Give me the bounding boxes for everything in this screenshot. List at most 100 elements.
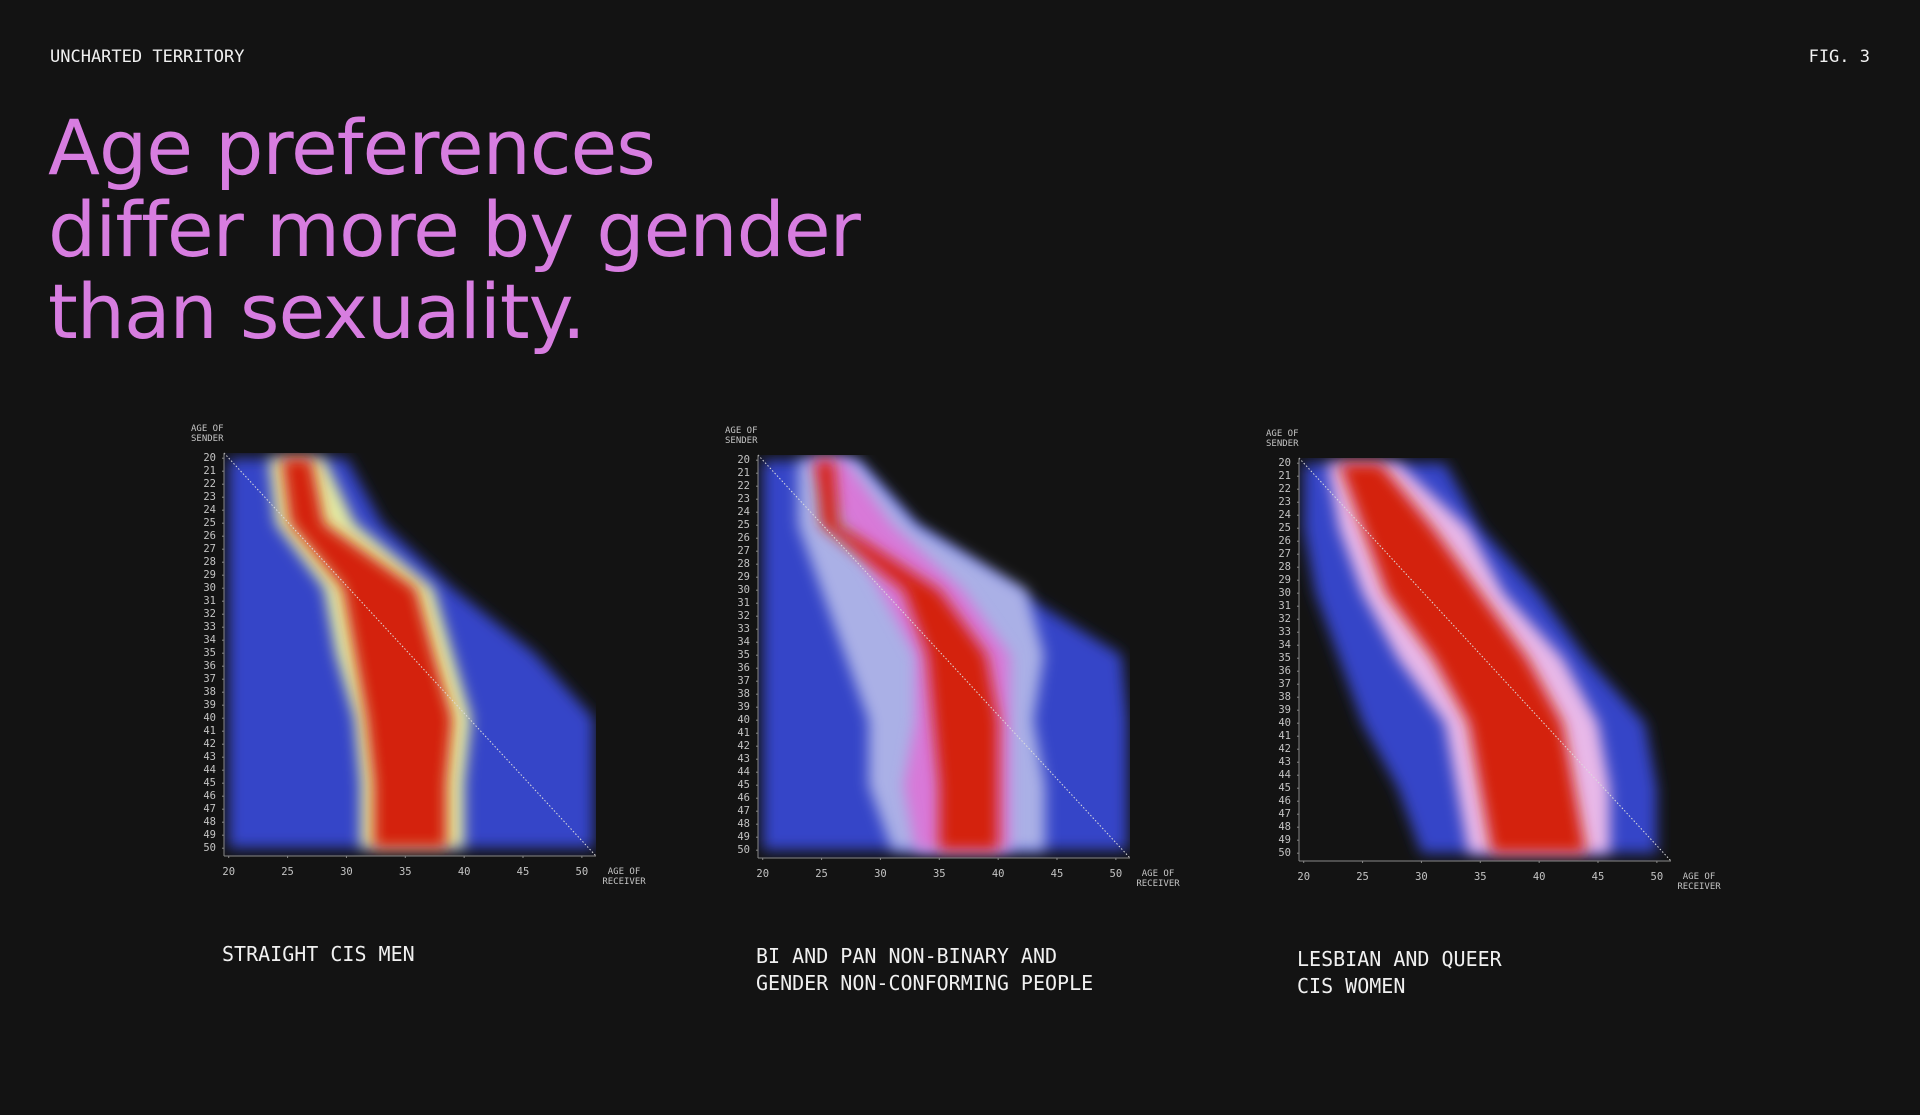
y-tick-label: 43 xyxy=(737,753,750,765)
x-tick-label: 50 xyxy=(1651,871,1664,883)
x-tick-label: 30 xyxy=(1415,871,1428,883)
y-tick-label: 42 xyxy=(1278,743,1291,755)
x-tick-label: 45 xyxy=(1051,868,1064,880)
y-tick-label: 24 xyxy=(203,504,216,516)
y-tick-label: 29 xyxy=(737,571,750,583)
y-tick-label: 27 xyxy=(737,545,750,557)
x-axis-label: AGE OF xyxy=(1683,872,1716,882)
x-tick-label: 45 xyxy=(517,866,530,878)
y-tick-label: 33 xyxy=(203,621,216,633)
y-tick-label: 26 xyxy=(737,532,750,544)
header-left: UNCHARTED TERRITORY xyxy=(50,47,244,67)
heatmap-chart: 2021222324252627282930313233343536373839… xyxy=(1266,429,1721,998)
y-tick-label: 38 xyxy=(737,688,750,700)
y-tick-label: 29 xyxy=(203,569,216,581)
chart-caption: LESBIAN AND QUEER xyxy=(1297,947,1503,971)
y-tick-label: 36 xyxy=(203,660,216,672)
x-axis-label: RECEIVER xyxy=(1136,879,1180,889)
x-tick-label: 20 xyxy=(1297,871,1310,883)
header-right: FIG. 3 xyxy=(1809,47,1870,67)
y-tick-label: 23 xyxy=(737,493,750,505)
x-tick-label: 25 xyxy=(1356,871,1369,883)
x-tick-label: 20 xyxy=(222,866,235,878)
y-tick-label: 40 xyxy=(737,714,750,726)
x-tick-label: 20 xyxy=(756,868,769,880)
y-tick-label: 48 xyxy=(737,818,750,830)
bands xyxy=(228,458,594,849)
x-tick-label: 25 xyxy=(281,866,294,878)
y-tick-label: 47 xyxy=(203,803,216,815)
chart-caption: BI AND PAN NON-BINARY AND xyxy=(756,944,1057,968)
y-tick-label: 49 xyxy=(1278,834,1291,846)
y-tick-label: 46 xyxy=(203,790,216,802)
x-tick-label: 40 xyxy=(1533,871,1546,883)
y-tick-label: 27 xyxy=(203,543,216,555)
y-tick-label: 28 xyxy=(203,556,216,568)
y-tick-label: 44 xyxy=(737,766,750,778)
x-axis-label: RECEIVER xyxy=(1677,882,1721,892)
y-tick-label: 40 xyxy=(203,712,216,724)
y-tick-label: 43 xyxy=(203,751,216,763)
y-tick-label: 49 xyxy=(203,829,216,841)
bands xyxy=(762,460,1128,851)
density-band xyxy=(815,460,999,851)
y-tick-label: 45 xyxy=(203,777,216,789)
x-axis-label: RECEIVER xyxy=(602,877,646,887)
y-tick-label: 45 xyxy=(1278,782,1291,794)
y-tick-label: 49 xyxy=(737,831,750,843)
x-axis-label: AGE OF xyxy=(608,867,641,877)
y-axis-label: SENDER xyxy=(1266,439,1299,449)
title-line: Age preferences xyxy=(48,103,655,192)
y-tick-label: 47 xyxy=(1278,808,1291,820)
y-tick-label: 34 xyxy=(737,636,750,648)
title-line: differ more by gender xyxy=(48,185,862,274)
y-tick-label: 27 xyxy=(1278,548,1291,560)
x-tick-label: 35 xyxy=(933,868,946,880)
y-tick-label: 21 xyxy=(737,467,750,479)
y-tick-label: 37 xyxy=(737,675,750,687)
x-tick-label: 40 xyxy=(992,868,1005,880)
chart-caption: CIS WOMEN xyxy=(1297,974,1405,998)
y-tick-label: 31 xyxy=(737,597,750,609)
chart-caption: STRAIGHT CIS MEN xyxy=(222,942,415,966)
identity-line xyxy=(223,452,597,857)
y-tick-label: 25 xyxy=(1278,522,1291,534)
y-tick-label: 46 xyxy=(737,792,750,804)
y-tick-label: 22 xyxy=(203,478,216,490)
y-tick-label: 50 xyxy=(1278,847,1291,859)
y-tick-label: 44 xyxy=(1278,769,1291,781)
title-line: than sexuality. xyxy=(48,267,585,356)
y-tick-label: 36 xyxy=(737,662,750,674)
y-tick-label: 33 xyxy=(737,623,750,635)
y-tick-label: 41 xyxy=(1278,730,1291,742)
y-tick-label: 32 xyxy=(1278,613,1291,625)
y-axis-label: AGE OF xyxy=(725,426,758,436)
y-tick-label: 43 xyxy=(1278,756,1291,768)
heatmap-chart: 2021222324252627282930313233343536373839… xyxy=(725,426,1180,995)
y-tick-label: 35 xyxy=(203,647,216,659)
y-tick-label: 28 xyxy=(1278,561,1291,573)
y-tick-label: 26 xyxy=(1278,535,1291,547)
y-tick-label: 32 xyxy=(203,608,216,620)
y-tick-label: 35 xyxy=(1278,652,1291,664)
x-tick-label: 35 xyxy=(399,866,412,878)
density-band xyxy=(1339,463,1587,854)
y-tick-label: 20 xyxy=(203,452,216,464)
y-axis-label: SENDER xyxy=(725,436,758,446)
y-tick-label: 32 xyxy=(737,610,750,622)
x-tick-label: 30 xyxy=(340,866,353,878)
y-tick-label: 31 xyxy=(203,595,216,607)
y-tick-label: 35 xyxy=(737,649,750,661)
y-tick-label: 23 xyxy=(1278,496,1291,508)
x-tick-label: 30 xyxy=(874,868,887,880)
bands xyxy=(1303,463,1657,854)
y-tick-label: 41 xyxy=(203,725,216,737)
y-tick-label: 22 xyxy=(1278,483,1291,495)
y-tick-label: 20 xyxy=(1278,457,1291,469)
y-tick-label: 42 xyxy=(737,740,750,752)
y-tick-label: 48 xyxy=(203,816,216,828)
y-tick-label: 29 xyxy=(1278,574,1291,586)
density-band xyxy=(281,458,453,849)
y-tick-label: 21 xyxy=(203,465,216,477)
